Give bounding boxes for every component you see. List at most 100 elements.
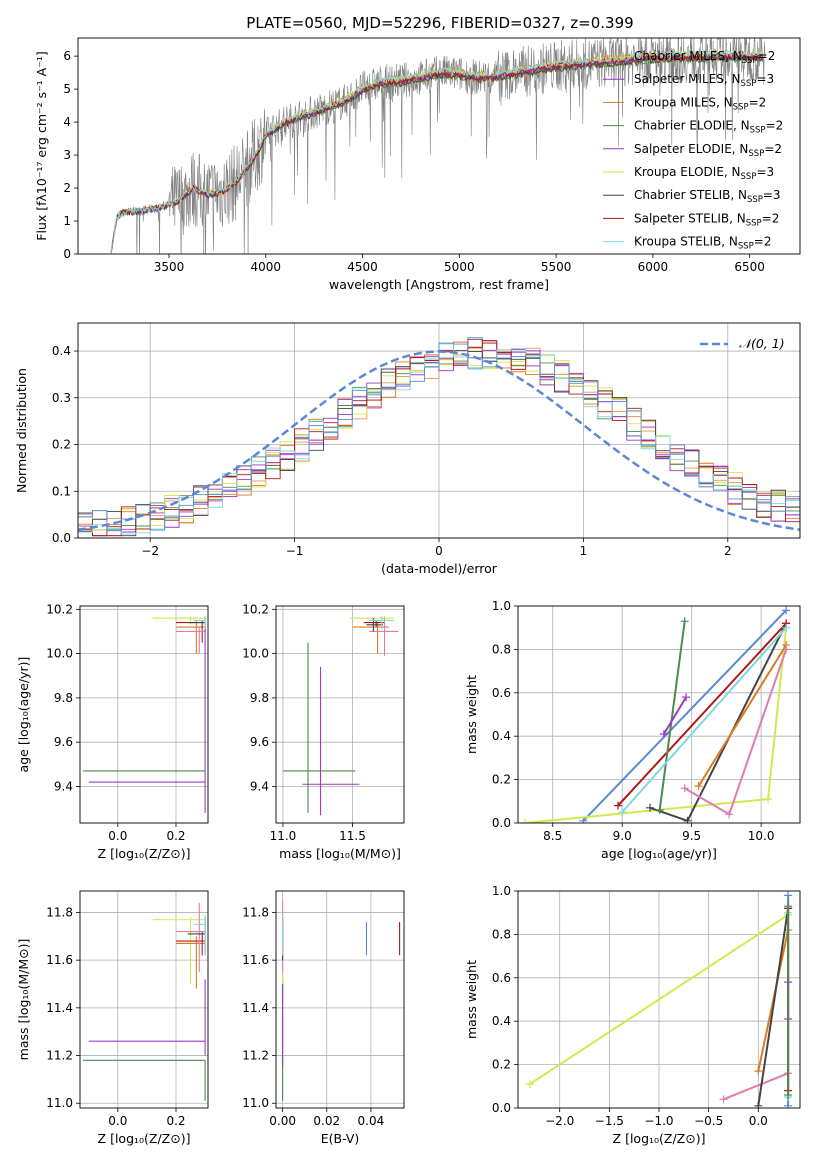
y-tick-label: 0.4 bbox=[492, 1014, 511, 1028]
y-axis-label: mass weight bbox=[464, 960, 479, 1039]
model-kroupa-stelib bbox=[110, 49, 763, 254]
legend-entry: Salpeter ELODIE, NSSP=2 bbox=[634, 142, 782, 159]
y-tick-label: 11.2 bbox=[46, 1049, 73, 1063]
legend-entry: 𝒩(0, 1) bbox=[739, 336, 785, 351]
x-tick-label: 4000 bbox=[250, 260, 281, 274]
y-tick-label: 0.4 bbox=[52, 344, 71, 358]
y-tick-label: 3 bbox=[63, 148, 71, 162]
legend-entry: Kroupa MILES, NSSP=2 bbox=[634, 95, 766, 112]
data-point-marker bbox=[645, 803, 654, 812]
figure-title: PLATE=0560, MJD=52296, FIBERID=0327, z=0… bbox=[246, 14, 633, 32]
y-tick-label: 9.6 bbox=[250, 735, 269, 749]
weight_vs_age-plot bbox=[520, 606, 791, 823]
axes-frame bbox=[79, 605, 209, 824]
data-point-marker bbox=[618, 808, 627, 817]
y-tick-label: 11.2 bbox=[242, 1049, 269, 1063]
y-tick-label: 11.6 bbox=[46, 953, 73, 967]
y-tick-label: 11.4 bbox=[242, 1001, 269, 1015]
data-point-marker bbox=[784, 902, 793, 911]
data-point-marker bbox=[782, 623, 791, 632]
x-axis-label: wavelength [Angstrom, rest frame] bbox=[329, 277, 549, 292]
y-tick-label: 4 bbox=[63, 115, 71, 129]
age_vs_Z-axes: 0.0 0.2 9.4 9.6 9.8 10.0 10.2 Z [log₁₀(Z/Z⊙)] ag… bbox=[16, 602, 209, 861]
legend-entry: Chabrier STELIB, NSSP=3 bbox=[634, 188, 781, 205]
x-tick-label: 0.0 bbox=[749, 1114, 768, 1128]
data-point-marker bbox=[683, 816, 692, 823]
series-line bbox=[697, 644, 787, 787]
x-axis-label: age [log₁₀(age/yr)] bbox=[601, 846, 717, 861]
x-tick-label: 11.5 bbox=[339, 829, 366, 843]
y-tick-label: 9.6 bbox=[54, 735, 73, 749]
y-tick-label: 11.0 bbox=[46, 1096, 73, 1110]
data-point-marker bbox=[754, 1101, 763, 1108]
data-point-marker bbox=[764, 795, 773, 804]
gaussian-curve bbox=[78, 350, 800, 532]
y-tick-label: 0.0 bbox=[492, 1101, 511, 1115]
data-point-marker bbox=[725, 810, 734, 819]
y-tick-label: 0.8 bbox=[492, 927, 511, 941]
x-tick-label: −1.0 bbox=[644, 1114, 673, 1128]
x-tick-label: −2 bbox=[141, 544, 159, 558]
series-line bbox=[524, 627, 788, 823]
axes-frame bbox=[517, 890, 801, 1109]
x-tick-label: 0.2 bbox=[166, 829, 185, 843]
y-tick-label: 6 bbox=[63, 49, 71, 63]
legend-entry: Salpeter MILES, NSSP=3 bbox=[634, 72, 774, 89]
legend-entry: Chabrier MILES, NSSP=2 bbox=[634, 49, 775, 66]
age_vs_Z-plot bbox=[82, 615, 206, 814]
spectrum-axes: 3500 4000 4500 5000 5500 6000 6500 0 1 2 3 4 5 6 wavel… bbox=[34, 37, 801, 292]
y-tick-label: 0.4 bbox=[492, 729, 511, 743]
data-point-marker bbox=[784, 1090, 793, 1099]
x-tick-label: 2 bbox=[724, 544, 732, 558]
y-tick-label: 0.0 bbox=[492, 816, 511, 830]
x-tick-label: 0.0 bbox=[108, 1114, 127, 1128]
x-tick-label: 0 bbox=[435, 544, 443, 558]
y-axis-label: Normed distribution bbox=[14, 368, 29, 493]
mass_vs_Z-axes: 0.0 0.2 11.0 11.2 11.4 11.6 11.8 Z [log₁₀(Z/Z⊙)… bbox=[16, 890, 209, 1146]
y-tick-label: 0.8 bbox=[492, 642, 511, 656]
axes-frame bbox=[77, 37, 801, 255]
legend-entry: Kroupa ELODIE, NSSP=3 bbox=[634, 165, 774, 182]
x-tick-label: 0.2 bbox=[166, 1114, 185, 1128]
x-axis-label: mass [log₁₀(M/M⊙)] bbox=[279, 846, 401, 861]
axes-frame bbox=[79, 890, 209, 1109]
data-point-marker bbox=[659, 730, 668, 739]
spectrum-legend: Chabrier MILES, NSSP=2 Salpeter MILES, NS… bbox=[603, 49, 783, 252]
y-tick-label: 0.0 bbox=[52, 531, 71, 545]
series-line bbox=[658, 621, 686, 811]
y-tick-label: 9.8 bbox=[250, 691, 269, 705]
y-tick-label: 1.0 bbox=[492, 884, 511, 898]
x-tick-label: 0.00 bbox=[269, 1114, 296, 1128]
x-tick-label: 11.0 bbox=[270, 829, 297, 843]
residuals-plot bbox=[78, 337, 800, 538]
x-tick-label: 6000 bbox=[638, 260, 669, 274]
y-tick-label: 0.6 bbox=[492, 971, 511, 985]
y-tick-label: 0.6 bbox=[492, 686, 511, 700]
residuals-axes: −2 −1 0 1 2 0.0 0.1 0.2 0.3 0.4 (data-model)/error… bbox=[14, 322, 801, 576]
x-axis-label: Z [log₁₀(Z/Z⊙)] bbox=[613, 1131, 706, 1146]
y-tick-label: 0 bbox=[63, 247, 71, 261]
data-point-marker bbox=[525, 1080, 534, 1089]
x-tick-label: 0.02 bbox=[313, 1114, 340, 1128]
y-tick-label: 0.2 bbox=[492, 1058, 511, 1072]
series-line bbox=[684, 649, 788, 816]
x-tick-label: 0.0 bbox=[108, 829, 127, 843]
x-axis-label: Z [log₁₀(Z/Z⊙)] bbox=[98, 1131, 191, 1146]
mass_vs_ebv-axes: 0.00 0.02 0.04 11.0 11.2 11.4 11.6 11.8 E(B-V) bbox=[242, 890, 405, 1146]
data-point-marker bbox=[614, 801, 623, 810]
weight_vs_Z-axes: −2.0 −1.5 −1.0 −0.5 0.0 0.0 0.2 0.4 0.6 0.8 1.0 Z [… bbox=[464, 884, 801, 1146]
weight_vs_Z-plot bbox=[525, 891, 793, 1108]
y-tick-label: 10.2 bbox=[242, 602, 269, 616]
y-tick-label: 11.8 bbox=[46, 905, 73, 919]
model-salpeter-stelib bbox=[110, 51, 763, 254]
series-line bbox=[617, 622, 787, 807]
y-axis-label: mass weight bbox=[464, 675, 479, 754]
axes-frame bbox=[517, 605, 801, 824]
data-point-marker bbox=[680, 784, 689, 793]
legend-entry: Chabrier ELODIE, NSSP=2 bbox=[634, 119, 783, 136]
y-tick-label: 1 bbox=[63, 214, 71, 228]
x-tick-label: −0.5 bbox=[694, 1114, 723, 1128]
data-point-marker bbox=[682, 693, 691, 702]
weight_vs_age-axes: 8.5 9.0 9.5 10.0 0.0 0.2 0.4 0.6 0.8 1.0 age [log₁… bbox=[464, 599, 801, 861]
